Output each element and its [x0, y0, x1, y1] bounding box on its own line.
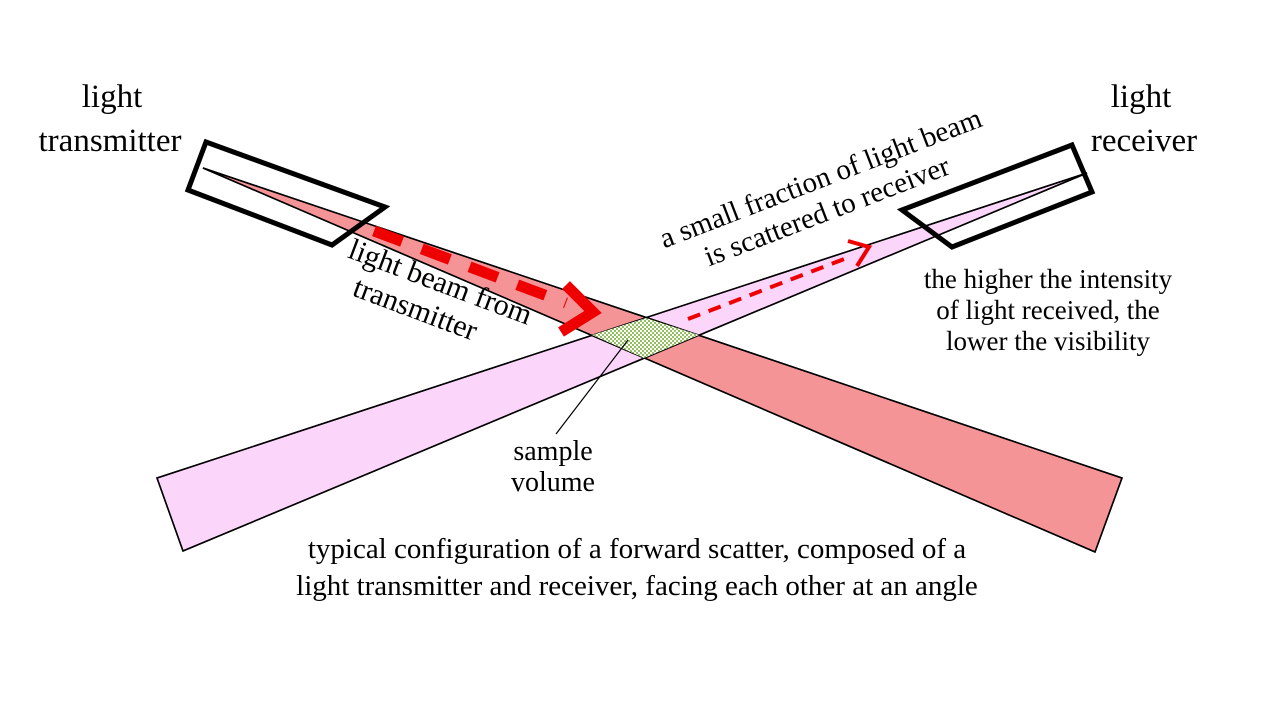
light-receiver-label: light receiver — [1091, 79, 1197, 159]
scattered-light-arrow — [687, 254, 853, 321]
light-receiver-label-line2: receiver — [1091, 123, 1197, 159]
sample-volume-label-line1: sample — [513, 436, 592, 467]
intensity-visibility-note-line3: lower the visibility — [946, 326, 1150, 356]
intensity-visibility-note-line1: the higher the intensity — [924, 264, 1173, 294]
sample-volume-label: sample volume — [511, 436, 595, 498]
scattered-light-arrowhead — [847, 239, 873, 268]
transmitter-beam-arrowhead — [558, 281, 602, 337]
light-transmitter-label-line2: transmitter — [39, 123, 182, 159]
transmitter-beam-outline — [202, 167, 1123, 554]
light-transmitter-box — [184, 138, 391, 248]
intensity-visibility-note-line2: of light received, the — [936, 295, 1159, 325]
diagram-caption: typical configuration of a forward scatt… — [296, 533, 978, 602]
sample-volume-label-line2: volume — [511, 467, 595, 498]
light-transmitter-label-line1: light — [82, 79, 143, 115]
diagram-caption-line2: light transmitter and receiver, facing e… — [296, 570, 978, 602]
sample-volume-region — [592, 318, 699, 358]
intensity-visibility-note: the higher the intensity of light receiv… — [924, 264, 1173, 356]
receiver-beam-outline — [156, 172, 1088, 552]
light-receiver-box — [896, 141, 1096, 250]
diagram-caption-line1: typical configuration of a forward scatt… — [308, 533, 966, 565]
light-receiver-label-line1: light — [1111, 79, 1172, 115]
sample-volume-leader-line — [555, 339, 629, 435]
transmitter-beam-arrow — [372, 225, 568, 309]
light-transmitter-label: light transmitter — [39, 79, 182, 159]
